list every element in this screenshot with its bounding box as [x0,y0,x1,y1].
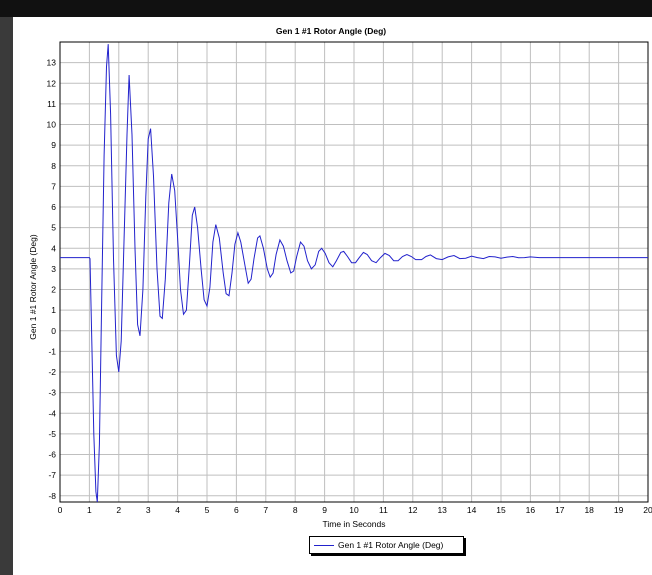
y-tick-label: -2 [48,367,56,377]
x-tick-label: 1 [87,505,92,515]
y-tick-label: -1 [48,346,56,356]
y-tick-label: 2 [51,285,56,295]
y-tick-label: -4 [48,408,56,418]
y-tick-label: 13 [47,58,57,68]
x-tick-label: 9 [322,505,327,515]
y-tick-label: 3 [51,264,56,274]
series-line-rotor-angle [60,44,648,503]
rotor-angle-chart: Gen 1 #1 Rotor Angle (Deg) 0 1 2 3 4 5 6 7 8 9 10 1… [28,26,652,529]
y-tick-label: -3 [48,388,56,398]
grid-lines [60,42,648,502]
x-tick-label: 20 [643,505,652,515]
x-tick-label: 16 [526,505,536,515]
y-tick-label: 1 [51,305,56,315]
y-tick-label: 9 [51,140,56,150]
x-axis-label: Time in Seconds [323,519,386,529]
x-tick-label: 7 [263,505,268,515]
plot-border [59,41,649,503]
y-tick-label: 7 [51,181,56,191]
x-tick-label: 19 [614,505,624,515]
x-tick-label: 5 [205,505,210,515]
x-tick-label: 14 [467,505,477,515]
y-axis-label: Gen 1 #1 Rotor Angle (Deg) [28,234,38,340]
y-tick-label: 10 [47,120,57,130]
x-tick-label: 15 [496,505,506,515]
legend-swatch [314,544,334,546]
x-tick-label: 3 [146,505,151,515]
x-tick-label: 11 [379,505,388,515]
legend: Gen 1 #1 Rotor Angle (Deg) [309,536,464,554]
x-tick-label: 2 [116,505,121,515]
x-axis-ticks: 0 1 2 3 4 5 6 7 8 9 10 11 12 13 14 15 16 17 18 19 20 [58,505,652,515]
x-tick-label: 18 [584,505,594,515]
x-tick-label: 4 [175,505,180,515]
x-tick-label: 6 [234,505,239,515]
top-dark-bar [0,0,652,17]
y-tick-label: 12 [47,78,57,88]
left-dark-bar [0,17,13,575]
chart-title: Gen 1 #1 Rotor Angle (Deg) [276,26,386,36]
y-tick-label: 8 [51,161,56,171]
chart-card: Gen 1 #1 Rotor Angle (Deg) 0 1 2 3 4 5 6 7 8 9 10 1… [13,17,652,575]
y-tick-label: -8 [48,491,56,501]
y-tick-label: 0 [51,326,56,336]
legend-label: Gen 1 #1 Rotor Angle (Deg) [338,540,444,550]
y-tick-label: -5 [48,429,56,439]
y-tick-label: -6 [48,450,56,460]
x-tick-label: 12 [408,505,418,515]
y-tick-label: -7 [48,470,56,480]
y-tick-label: 5 [51,223,56,233]
x-tick-label: 17 [555,505,565,515]
x-tick-label: 10 [349,505,359,515]
x-tick-label: 13 [437,505,447,515]
x-tick-label: 8 [293,505,298,515]
y-tick-label: 4 [51,243,56,253]
x-tick-label: 0 [58,505,63,515]
y-tick-label: 6 [51,202,56,212]
y-tick-label: 11 [47,99,56,109]
